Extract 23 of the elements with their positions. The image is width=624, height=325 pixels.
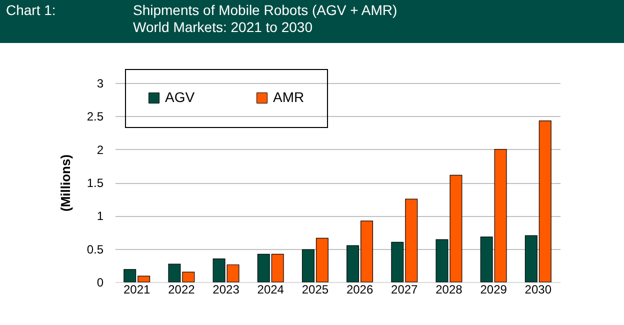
- chart-subtitle: World Markets: 2021 to 2030: [133, 19, 313, 35]
- y-tick-label: 0: [96, 276, 104, 290]
- x-tick-label: 2023: [212, 282, 240, 296]
- x-tick-label: 2028: [436, 282, 463, 296]
- x-tick-label: 2022: [168, 282, 196, 296]
- caption: Chart 1:: [6, 2, 56, 18]
- chart-title: Shipments of Mobile Robots (AGV + AMR): [133, 2, 398, 18]
- x-tick-label: 2030: [524, 282, 552, 296]
- y-tick-label: 2: [96, 142, 104, 157]
- x-tick-label: 2024: [257, 282, 284, 296]
- x-tick-label: 2021: [123, 282, 151, 296]
- y-tick-label: 1.5: [86, 176, 104, 190]
- y-tick-label: 1: [96, 209, 104, 224]
- legend-label: AMR: [273, 89, 304, 105]
- y-tick-label: 3: [96, 76, 104, 90]
- y-tick-label: 2.5: [86, 110, 104, 124]
- y-tick-label: 0.5: [86, 242, 104, 256]
- legend-label: AGV: [165, 89, 196, 105]
- x-tick-label: 2025: [302, 282, 329, 296]
- x-tick-label: 2026: [346, 282, 374, 296]
- x-tick-label: 2027: [391, 282, 418, 296]
- y-axis-title: (Millions): [58, 154, 73, 212]
- x-tick-label: 2029: [480, 282, 508, 296]
